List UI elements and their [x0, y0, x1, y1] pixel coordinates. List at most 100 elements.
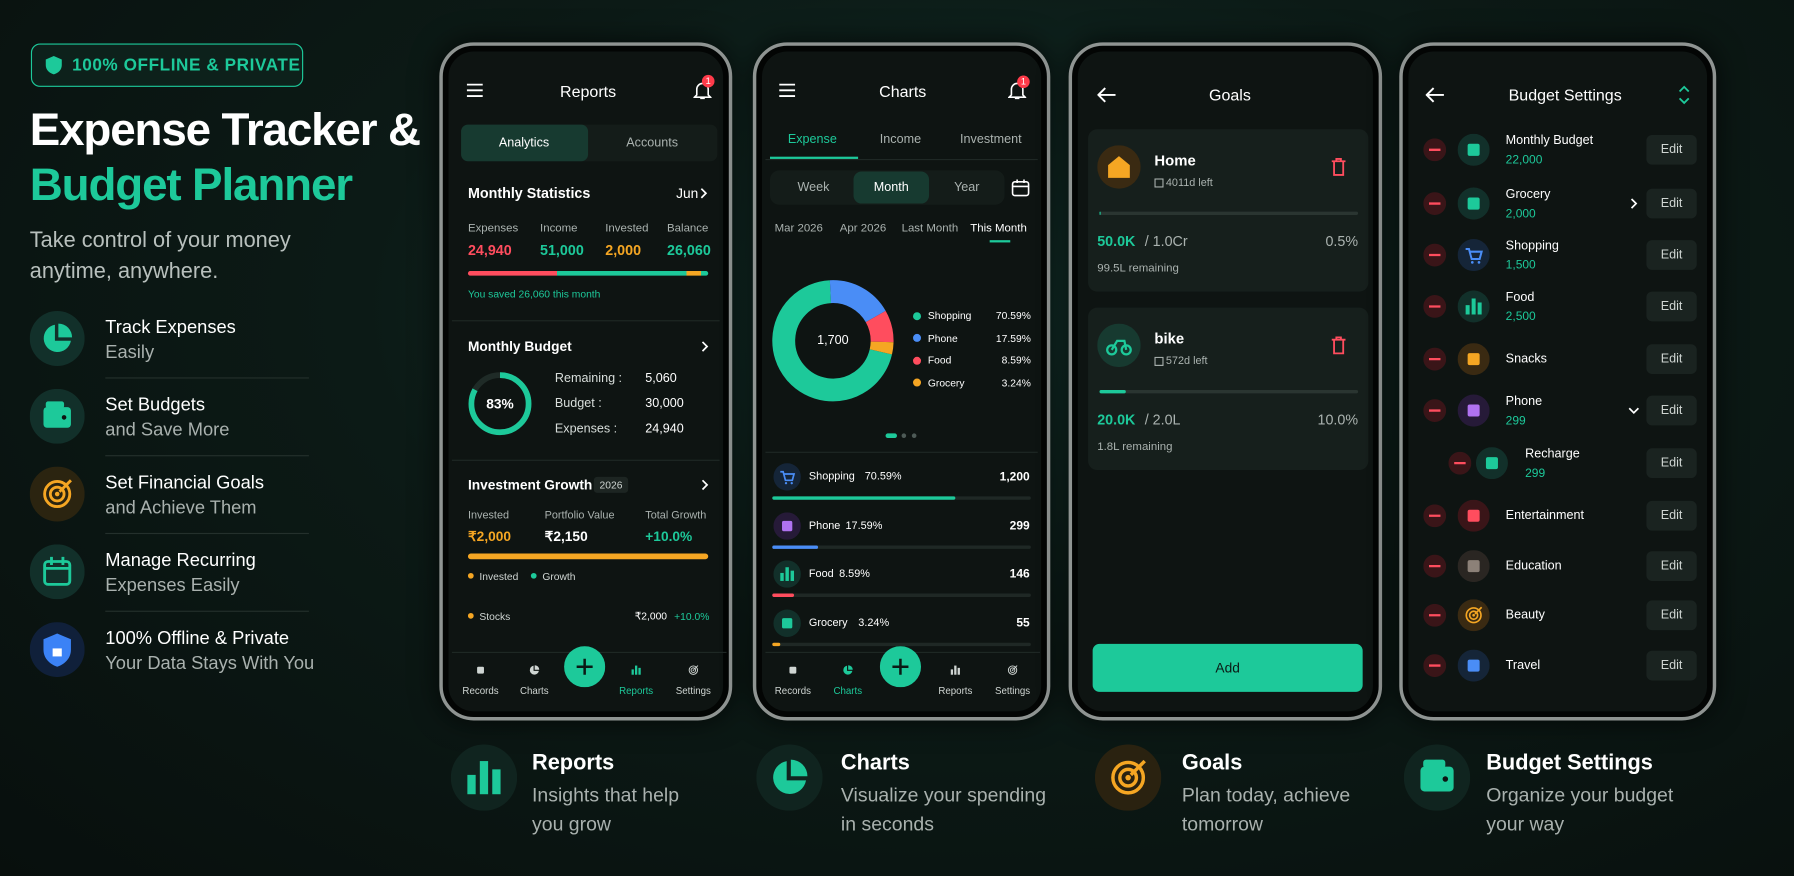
category-name: Grocery — [808, 616, 848, 629]
category-icon — [1457, 599, 1490, 632]
edit-label[interactable]: Edit — [1660, 608, 1683, 623]
goal-saved: 50.0K — [1097, 233, 1136, 250]
menu-icon[interactable] — [466, 83, 483, 97]
legend-dot — [467, 572, 474, 579]
stat-value: 26,060 — [667, 242, 711, 259]
edit-label[interactable]: Edit — [1660, 299, 1683, 314]
edit-label[interactable]: Edit — [1660, 508, 1683, 523]
period[interactable]: Mar 2026 — [774, 222, 823, 236]
edit-button[interactable] — [1646, 240, 1697, 270]
stat-value: 51,000 — [540, 242, 584, 259]
icon-glyph — [1108, 156, 1130, 178]
period[interactable]: Last Month — [901, 222, 959, 236]
tab-active[interactable] — [461, 124, 589, 162]
delete-icon[interactable] — [1331, 158, 1347, 176]
edit-button[interactable] — [1646, 500, 1697, 531]
screen-title: Goals — [1209, 85, 1251, 105]
tab[interactable]: Analytics — [498, 136, 550, 150]
edit-label[interactable]: Edit — [1660, 403, 1683, 418]
remove-button[interactable] — [1423, 192, 1447, 215]
legend-value: 8.59% — [1001, 354, 1031, 366]
edit-button[interactable] — [1646, 134, 1697, 165]
calendar-icon[interactable] — [1011, 178, 1030, 197]
remove-button[interactable] — [1423, 554, 1447, 578]
donut-segment — [865, 310, 894, 343]
edit-button[interactable] — [1646, 344, 1697, 374]
add-fab[interactable] — [879, 646, 922, 688]
page-dot — [911, 433, 917, 438]
edit-button[interactable] — [1646, 551, 1697, 581]
holding-growth: +10.0% — [674, 610, 710, 623]
edit-button[interactable] — [1646, 395, 1697, 426]
page-dot — [885, 433, 897, 438]
legend-label: Grocery — [927, 376, 965, 389]
edit-label[interactable]: Edit — [1660, 248, 1683, 262]
nav-label[interactable]: Reports — [619, 685, 654, 697]
edit-button[interactable] — [1646, 448, 1697, 479]
nav-label[interactable]: Reports — [938, 685, 973, 697]
edit-label[interactable]: Edit — [1660, 142, 1683, 157]
category-track — [772, 593, 1031, 597]
remove-button[interactable] — [1423, 654, 1447, 678]
edit-label[interactable]: Edit — [1660, 658, 1683, 673]
remove-button[interactable] — [1423, 399, 1447, 422]
edit-button[interactable] — [1646, 188, 1697, 219]
nav-label[interactable]: Charts — [519, 685, 549, 697]
menu-icon[interactable] — [779, 83, 796, 97]
badge: 100% OFFLINE & PRIVATE — [30, 43, 304, 87]
edit-label[interactable]: Edit — [1660, 196, 1683, 211]
category-icon — [1457, 290, 1490, 323]
sort-icon[interactable] — [1677, 85, 1691, 106]
period[interactable]: Apr 2026 — [839, 222, 887, 236]
divider — [105, 377, 309, 379]
remove-button[interactable] — [1423, 347, 1447, 371]
tab[interactable]: Accounts — [626, 136, 679, 150]
remove-button[interactable] — [1423, 138, 1447, 162]
remove-button[interactable] — [1423, 603, 1447, 627]
tab[interactable]: Income — [879, 132, 922, 147]
add-button-label[interactable]: Add — [1215, 659, 1240, 676]
chevron[interactable] — [701, 341, 709, 352]
nav-label[interactable]: Records — [462, 685, 499, 697]
nav-label[interactable]: Records — [774, 685, 811, 697]
icon-glyph — [631, 665, 641, 675]
edit-button[interactable] — [1646, 600, 1697, 631]
add-button[interactable] — [1092, 643, 1363, 692]
month-picker[interactable]: Jun — [676, 185, 699, 202]
legend-value: 17.59% — [995, 332, 1031, 344]
category-icon — [773, 608, 801, 637]
remove-button[interactable] — [1423, 295, 1447, 318]
add-fab[interactable] — [564, 646, 606, 688]
edit-label[interactable]: Edit — [1660, 456, 1683, 471]
chevron[interactable] — [701, 479, 709, 491]
invest-value: ₹2,150 — [544, 528, 588, 545]
tab[interactable]: Expense — [787, 132, 837, 147]
delete-icon[interactable] — [1331, 336, 1347, 355]
edit-label[interactable]: Edit — [1660, 352, 1683, 366]
edit-button[interactable] — [1646, 291, 1697, 322]
remove-button[interactable] — [1448, 451, 1472, 475]
category-name: Food — [808, 567, 834, 581]
back-icon[interactable] — [1425, 87, 1445, 103]
remove-button[interactable] — [1423, 243, 1447, 267]
goal-days: 4011d left — [1165, 176, 1213, 190]
back-icon[interactable] — [1097, 87, 1116, 103]
category-name: Beauty — [1505, 608, 1545, 623]
range[interactable]: Month — [873, 180, 909, 195]
edit-button[interactable] — [1646, 650, 1697, 681]
edit-label[interactable]: Edit — [1660, 559, 1683, 573]
nav-label[interactable]: Settings — [994, 685, 1031, 697]
screen-title: Budget Settings — [1508, 85, 1622, 105]
icon-glyph — [1467, 404, 1480, 417]
invest-label: Portfolio Value — [544, 509, 615, 523]
tab[interactable]: Investment — [960, 132, 1022, 147]
range[interactable]: Year — [954, 180, 980, 195]
period[interactable]: This Month — [970, 222, 1027, 236]
range-active[interactable] — [853, 171, 930, 204]
donut-total: 1,700 — [817, 333, 849, 348]
category-amount: 146 — [1009, 567, 1030, 581]
remove-button[interactable] — [1423, 504, 1447, 528]
range[interactable]: Week — [797, 180, 830, 195]
nav-label[interactable]: Charts — [833, 685, 863, 697]
nav-label[interactable]: Settings — [675, 685, 711, 697]
